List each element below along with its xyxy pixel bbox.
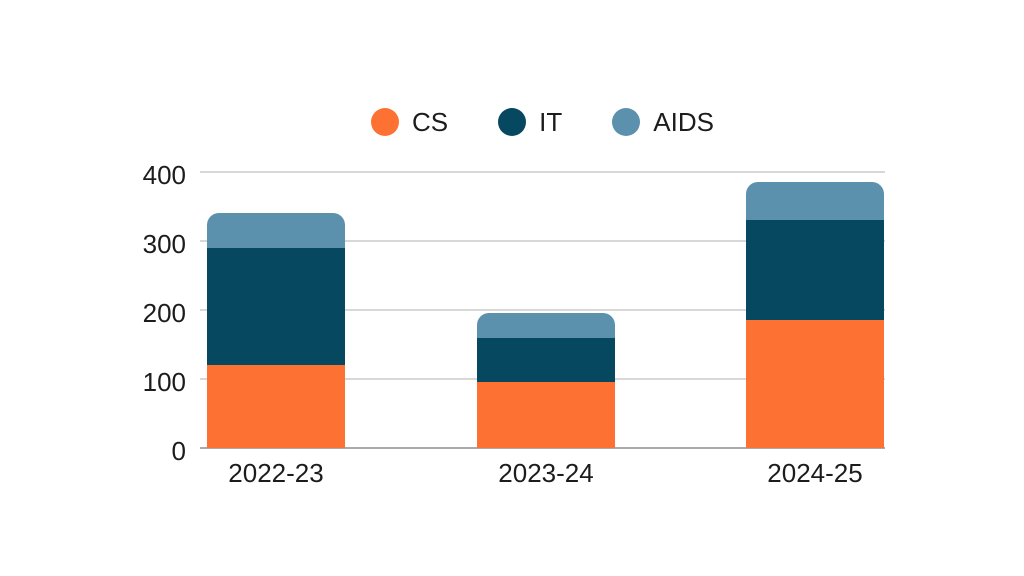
bar-2023-24-segment-aids [477, 313, 615, 338]
bar-2024-25-segment-it [746, 220, 884, 321]
bar-2022-23 [207, 213, 345, 448]
axis-baseline [200, 447, 885, 449]
y-tick-label-400: 400 [142, 160, 186, 190]
legend-item-it: IT [498, 108, 562, 136]
bar-2023-24 [477, 313, 615, 448]
y-tick-label-0: 0 [171, 436, 186, 466]
legend-dot-icon-it [498, 108, 527, 136]
legend-label: IT [539, 107, 563, 137]
bar-2024-25-segment-cs [746, 320, 884, 448]
plot-area: 0 100 200 300 400 2022-23 2023-24 2024-25 [143, 162, 885, 486]
y-tick-label-100: 100 [142, 367, 186, 397]
y-tick-label-200: 200 [142, 298, 186, 328]
bar-2022-23-segment-cs [207, 365, 345, 448]
legend-dot-icon-aids [612, 108, 641, 136]
gridline-400 [200, 171, 885, 173]
x-tick-label-2023-24: 2023-24 [498, 458, 594, 488]
legend-item-aids: AIDS [612, 108, 714, 136]
bar-2024-25 [746, 182, 884, 448]
bar-2024-25-segment-aids [746, 182, 884, 221]
legend-label: CS [412, 107, 449, 137]
legend-label: AIDS [653, 107, 714, 137]
x-tick-label-2022-23: 2022-23 [228, 458, 324, 488]
legend: CS IT AIDS [200, 104, 885, 140]
bar-2023-24-segment-cs [477, 382, 615, 448]
bar-2022-23-segment-aids [207, 213, 345, 248]
legend-item-cs: CS [371, 108, 448, 136]
x-tick-label-2024-25: 2024-25 [767, 458, 863, 488]
gridline-300 [200, 240, 885, 242]
legend-dot-icon-cs [371, 108, 400, 136]
gridline-200 [200, 309, 885, 311]
bar-2023-24-segment-it [477, 337, 615, 383]
y-tick-label-300: 300 [142, 229, 186, 259]
bar-2022-23-segment-it [207, 247, 345, 366]
